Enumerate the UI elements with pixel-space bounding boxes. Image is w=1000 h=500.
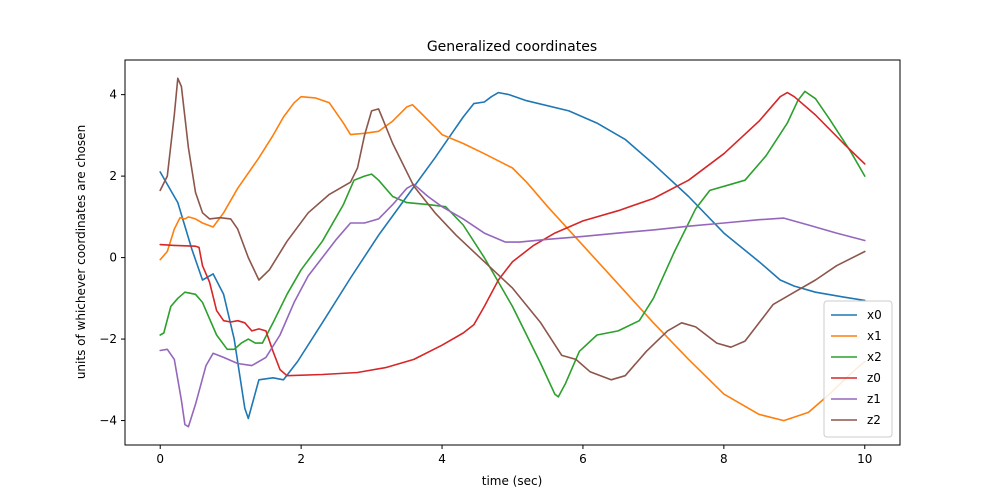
series-layer xyxy=(159,77,866,428)
y-tick-label: 2 xyxy=(109,169,117,183)
legend: x0 x1 x2 z0 z1 z2 xyxy=(823,300,893,438)
y-tick-label: 0 xyxy=(109,251,117,265)
y-tick-label: −2 xyxy=(99,332,117,346)
plot-frame xyxy=(124,59,901,446)
legend-label-x0: x0 xyxy=(867,308,882,322)
y-tick-label: −4 xyxy=(99,414,117,428)
series-line-z2 xyxy=(159,77,866,381)
legend-label-x2: x2 xyxy=(867,350,882,364)
x-tick-label: 6 xyxy=(579,452,587,466)
x-tick-label: 0 xyxy=(156,452,164,466)
legend-label-z1: z1 xyxy=(867,392,881,406)
legend-box xyxy=(823,300,893,438)
legend-label-z0: z0 xyxy=(867,371,881,385)
legend-label-x1: x1 xyxy=(867,329,882,343)
x-axis-label: time (sec) xyxy=(482,474,543,488)
x-tick-label: 8 xyxy=(720,452,728,466)
chart-title: Generalized coordinates xyxy=(427,39,597,55)
y-axis: −4 −2 0 2 4 xyxy=(99,88,125,428)
x-axis: 0 2 4 6 8 10 xyxy=(156,445,872,466)
y-axis-label: units of whichever coordinates are chose… xyxy=(74,125,88,379)
legend-label-z2: z2 xyxy=(867,413,881,427)
series-line-x0 xyxy=(159,91,866,420)
series-line-z1 xyxy=(159,183,866,428)
x-tick-label: 10 xyxy=(857,452,872,466)
x-tick-label: 2 xyxy=(297,452,305,466)
x-tick-label: 4 xyxy=(438,452,446,466)
series-line-z0 xyxy=(159,91,866,377)
y-tick-label: 4 xyxy=(109,88,117,102)
